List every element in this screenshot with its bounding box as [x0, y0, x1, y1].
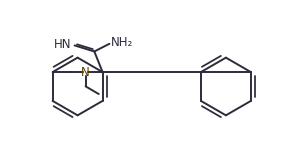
Text: HN: HN	[54, 38, 71, 51]
Text: NH₂: NH₂	[111, 36, 133, 49]
Text: N: N	[81, 66, 90, 79]
